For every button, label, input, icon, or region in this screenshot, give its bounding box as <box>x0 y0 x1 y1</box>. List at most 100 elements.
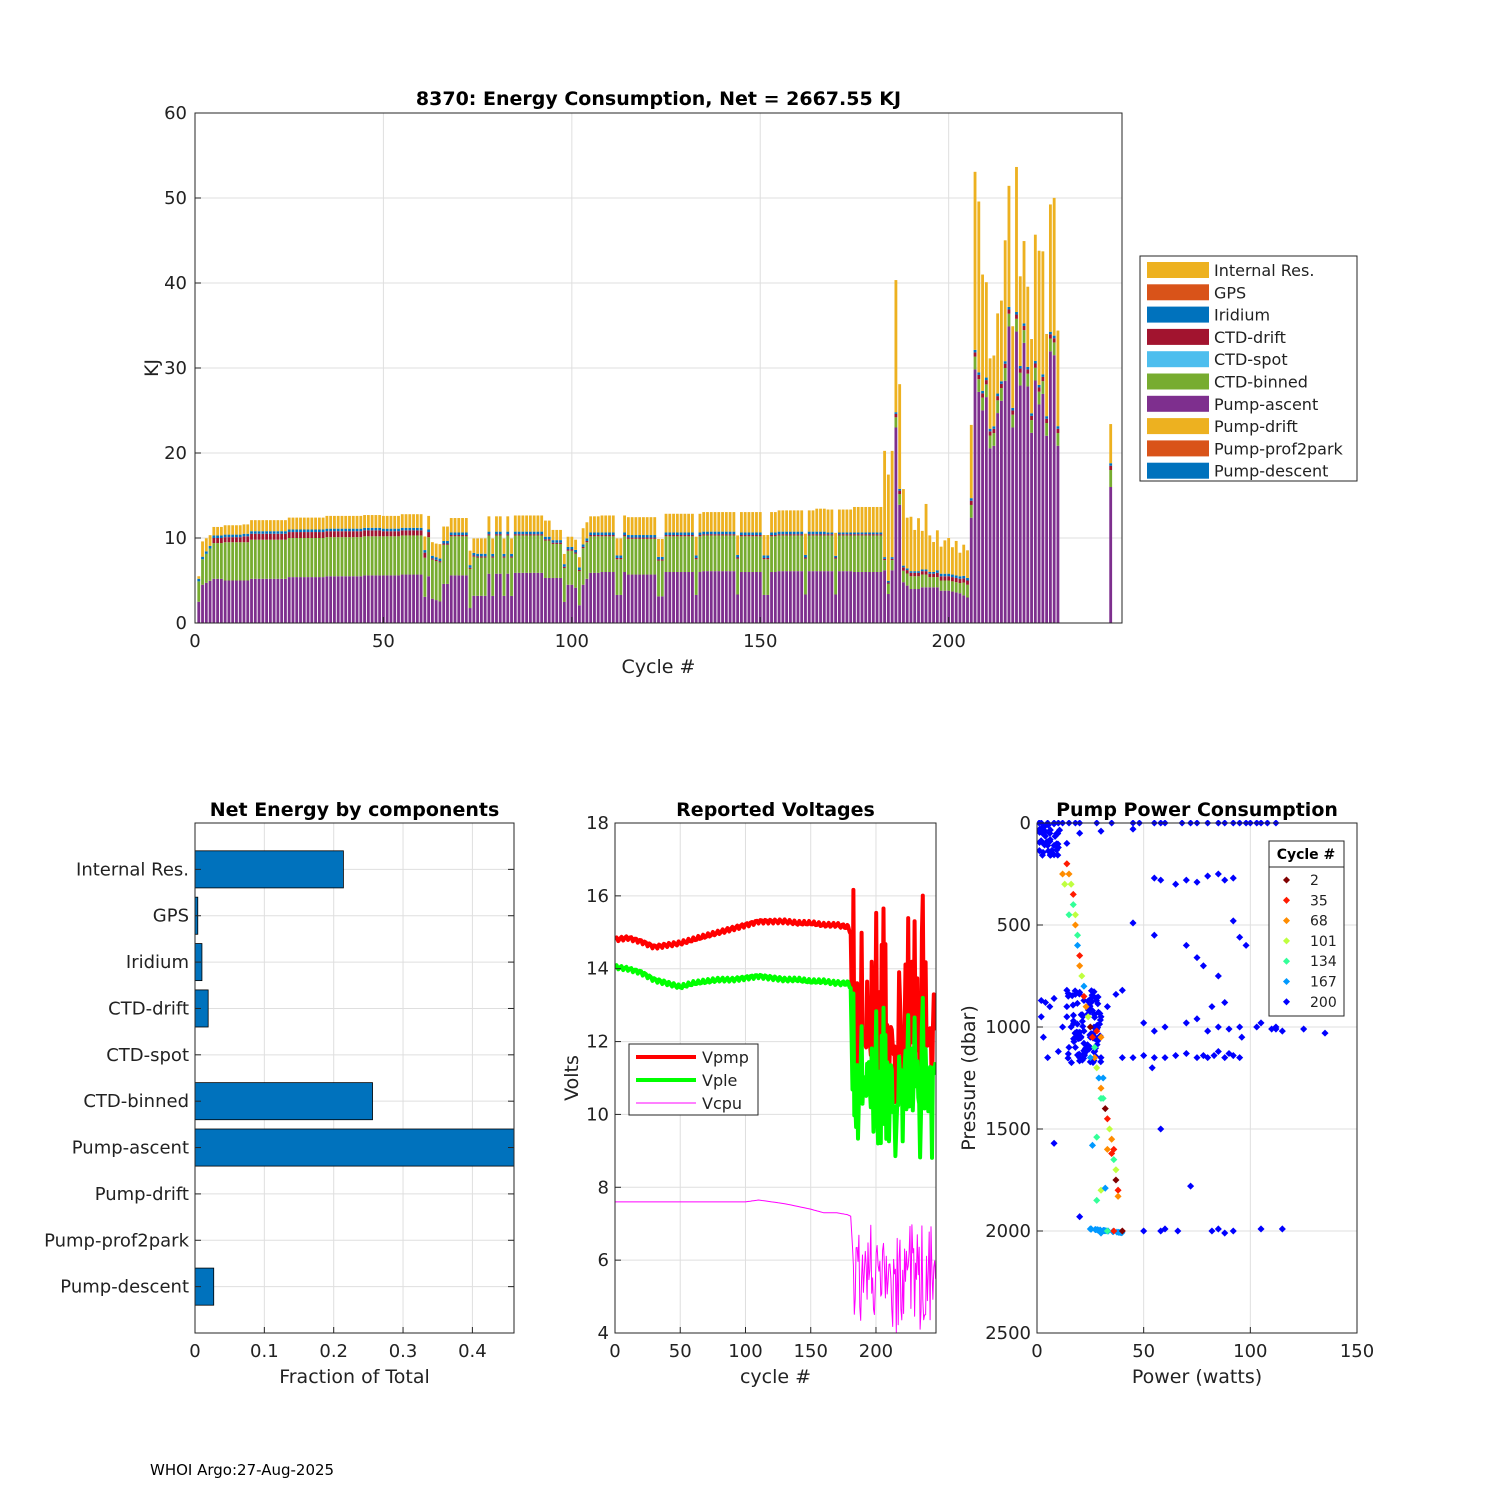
energy-bar-segment <box>287 577 291 623</box>
energy-bar-segment <box>939 580 943 591</box>
energy-bar-segment <box>984 282 988 378</box>
energy-bar-segment <box>525 531 529 535</box>
energy-bar-segment <box>408 530 412 536</box>
energy-bar-segment <box>204 551 208 554</box>
energy-bar-segment <box>227 525 231 535</box>
energy-bar-segment <box>333 537 336 577</box>
energy-bar-segment <box>724 535 728 572</box>
energy-bar-segment <box>747 532 751 536</box>
energy-bar-segment <box>969 500 973 505</box>
energy-bar-segment <box>581 544 585 547</box>
energy-bar-segment <box>856 532 860 535</box>
energy-bar-segment <box>238 537 242 543</box>
energy-bar-segment <box>430 558 434 560</box>
energy-bar-segment <box>777 534 781 536</box>
energy-bar-segment <box>630 517 634 536</box>
energy-bar-segment <box>513 534 517 536</box>
energy-bar-segment <box>1045 416 1049 419</box>
energy-bar-segment <box>834 594 838 623</box>
energy-bar-segment <box>235 537 238 543</box>
energy-bar-segment <box>739 536 743 572</box>
energy-bar-segment <box>1041 251 1045 375</box>
energy-bar-segment <box>608 536 611 572</box>
pump-legend-title: Cycle # <box>1277 847 1336 863</box>
energy-bar-segment <box>837 509 841 533</box>
energy-bar-segment <box>246 580 250 623</box>
energy-bar-segment <box>231 542 235 581</box>
energy-bar-segment <box>743 535 747 537</box>
energy-bar-segment <box>227 580 231 623</box>
energy-bar-segment <box>853 534 856 536</box>
energy-bar-segment <box>898 504 902 623</box>
energy-bar-segment <box>382 536 385 576</box>
energy-bar-segment <box>864 532 868 535</box>
energy-bar-segment <box>917 518 920 572</box>
energy-bar-segment <box>615 555 619 558</box>
energy-bar-segment <box>894 280 898 413</box>
energy-bar-segment <box>924 587 928 623</box>
energy-bar-segment <box>219 578 223 623</box>
energy-bar-segment <box>581 528 585 545</box>
energy-bar-segment <box>577 557 581 568</box>
energy-bar-segment <box>1015 318 1018 332</box>
energy-bar-segment <box>721 535 724 572</box>
energy-bar-segment <box>917 576 920 589</box>
energy-bar-segment <box>479 595 483 623</box>
energy-bar-segment <box>905 568 909 571</box>
energy-bar-segment <box>984 397 988 623</box>
energy-bar-segment <box>593 532 596 536</box>
energy-bar-segment <box>359 537 363 577</box>
energy-bar-segment <box>446 543 449 545</box>
energy-bar-segment <box>766 555 770 558</box>
energy-bar-segment <box>958 552 962 577</box>
energy-bar-segment <box>378 536 382 576</box>
energy-bar-segment <box>378 530 382 537</box>
energy-bar-segment <box>743 512 747 533</box>
energy-bar-segment <box>268 520 272 532</box>
energy-bar-segment <box>871 506 875 533</box>
energy-bar-segment <box>935 587 939 623</box>
energy-bar-segment <box>977 374 981 380</box>
energy-bar-segment <box>694 555 698 558</box>
energy-bar-segment <box>894 413 898 418</box>
energy-bar-segment <box>284 539 287 579</box>
energy-bar-segment <box>589 572 593 623</box>
energy-bar-segment <box>920 574 924 588</box>
energy-bar-segment <box>687 536 691 572</box>
energy-bar-segment <box>687 513 691 533</box>
energy-bar-segment <box>280 520 284 532</box>
energy-bar-segment <box>1048 351 1052 623</box>
energy-bar-segment <box>291 532 295 538</box>
energy-bar-segment <box>962 582 966 596</box>
energy-bar-segment <box>197 581 201 602</box>
energy-bar-segment <box>295 532 299 538</box>
energy-bar-segment <box>834 555 838 558</box>
energy-bar-segment <box>235 580 238 623</box>
energy-bar-segment <box>434 559 438 561</box>
energy-bar-segment <box>879 506 883 533</box>
voltages-ytick-label: 8 <box>598 1177 609 1198</box>
energy-bar-segment <box>924 503 928 570</box>
energy-bar-segment <box>1018 368 1022 373</box>
energy-bar-segment <box>649 537 653 539</box>
energy-bar-segment <box>1000 383 1003 389</box>
energy-bar-segment <box>758 512 762 533</box>
energy-bar-segment <box>521 572 525 623</box>
energy-bar-segment <box>235 525 238 535</box>
energy-bar-segment <box>672 572 675 623</box>
energy-bar-segment <box>502 556 506 558</box>
energy-bar-segment <box>1026 369 1030 374</box>
energy-bar-segment <box>611 535 615 537</box>
energy-bar-segment <box>555 542 559 544</box>
energy-bar-segment <box>679 535 683 537</box>
energy-bar-segment <box>879 535 883 572</box>
energy-bar-segment <box>645 537 649 539</box>
energy-bar-segment <box>461 532 464 536</box>
energy-bar-segment <box>924 571 928 575</box>
energy-bar-segment <box>333 515 336 529</box>
energy-bar-segment <box>1041 393 1045 623</box>
energy-bar-segment <box>547 577 551 623</box>
energy-bar-segment <box>755 572 758 623</box>
energy-bar-segment <box>382 531 385 537</box>
